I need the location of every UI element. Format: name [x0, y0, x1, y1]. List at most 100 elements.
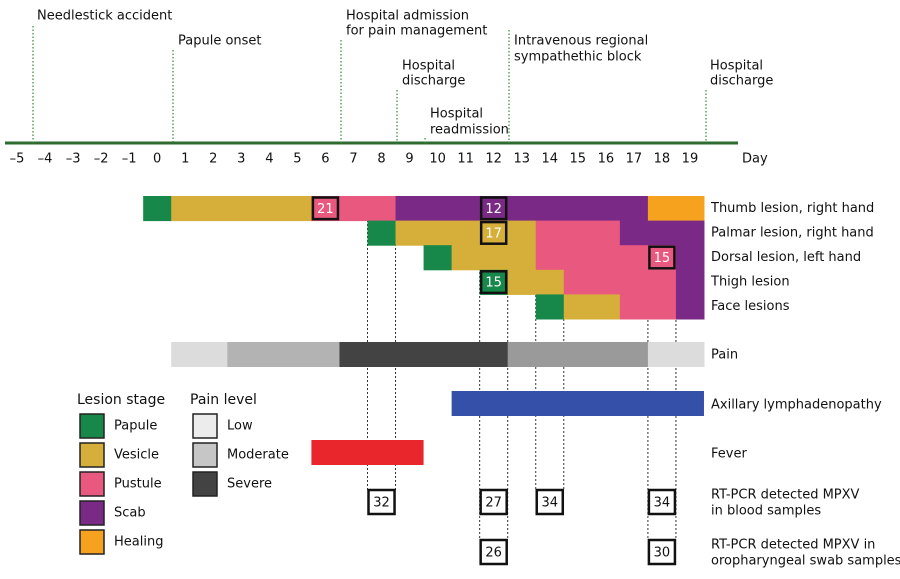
pcr-value: 30	[654, 546, 671, 561]
pain-segment	[507, 342, 649, 367]
day-tick-label: 1	[181, 152, 189, 167]
lesion-stage-cell	[423, 245, 453, 271]
pcr-label: oropharyngeal swab samples	[711, 554, 900, 569]
pcr-label: RT-PCR detected MPXV in	[711, 538, 875, 553]
count-box	[479, 220, 508, 245]
day-tick-label: 16	[598, 152, 615, 167]
lesion-legend-swatch	[79, 413, 105, 439]
day-tick-label: 0	[153, 152, 161, 167]
lesion-legend-swatch	[79, 500, 105, 526]
pcr-box	[647, 538, 677, 566]
count-value: 17	[485, 226, 502, 241]
pain-legend-item: Low	[227, 419, 253, 434]
day-tick-label: 17	[626, 152, 643, 167]
lesion-row-label: Face lesions	[711, 299, 790, 314]
pcr-box	[647, 488, 677, 516]
lesion-stage-cell	[311, 196, 397, 222]
lesion-legend-item: Pustule	[114, 477, 162, 492]
lesion-legend-item: Vesicle	[114, 448, 159, 463]
event-label: Needlestick accident	[37, 9, 172, 24]
pcr-value: 34	[654, 496, 671, 511]
pcr-box	[479, 488, 508, 516]
lesion-stage-cell	[171, 196, 312, 222]
pcr-box	[535, 488, 565, 516]
day-tick-label: 13	[513, 152, 530, 167]
pain-legend-item: Moderate	[227, 448, 289, 463]
pain-segment	[647, 342, 705, 367]
lesion-legend-item: Papule	[114, 419, 157, 434]
lesion-stage-cell	[675, 245, 705, 271]
count-value: 15	[654, 251, 671, 266]
day-tick-label: 6	[321, 152, 329, 167]
lesion-stage-cell	[619, 220, 705, 246]
pcr-value: 32	[373, 496, 390, 511]
count-box	[648, 245, 676, 270]
day-tick-label: 4	[265, 152, 273, 167]
lesion-stage-cell	[507, 269, 565, 295]
count-box	[479, 270, 508, 295]
lesion-row-label: Dorsal lesion, left hand	[711, 250, 861, 265]
day-tick-label: 5	[293, 152, 301, 167]
pcr-value: 27	[485, 496, 502, 511]
pain-legend-swatch	[192, 442, 218, 468]
day-tick-label: 7	[349, 152, 357, 167]
day-tick-label: 14	[541, 152, 558, 167]
lesion-stage-cell	[395, 196, 649, 222]
event-label: Hospital admission	[346, 9, 469, 24]
day-tick-label: –1	[122, 152, 137, 167]
lesion-stage-cell	[535, 245, 677, 271]
lesion-row-label: Thigh lesion	[710, 275, 790, 290]
lymphadenopathy-label: Axillary lymphadenopathy	[711, 398, 882, 413]
day-tick-label: –3	[66, 152, 81, 167]
count-box	[479, 196, 508, 221]
event-label: Hospital	[710, 59, 763, 74]
event-label: discharge	[710, 74, 773, 89]
event-label: Hospital	[430, 107, 483, 122]
count-box	[311, 196, 340, 221]
count-value: 12	[485, 202, 502, 217]
pain-legend-swatch	[192, 413, 218, 439]
day-tick-label: –4	[38, 152, 53, 167]
lesion-stage-cell	[675, 294, 705, 320]
day-tick-label: 15	[570, 152, 587, 167]
pcr-label: RT-PCR detected MPXV	[711, 488, 860, 503]
lesion-stage-cell	[395, 220, 537, 246]
lesion-row-label: Thumb lesion, right hand	[710, 201, 874, 216]
pain-legend-title: Pain level	[190, 392, 257, 408]
day-tick-label: 12	[485, 152, 502, 167]
pcr-box	[367, 488, 396, 516]
fever-bar	[311, 440, 424, 465]
day-tick-label: 8	[377, 152, 385, 167]
pcr-box	[479, 538, 508, 566]
lesion-legend-swatch	[79, 442, 105, 468]
lesion-stage-cell	[647, 196, 705, 222]
lesion-legend-item: Scab	[114, 506, 146, 521]
pain-label: Pain	[711, 348, 738, 363]
event-label: Intravenous regional	[514, 34, 648, 49]
pain-segment	[227, 342, 340, 367]
lesion-stage-cell	[479, 269, 509, 295]
lesion-row-label: Palmar lesion, right hand	[711, 225, 874, 240]
event-label: for pain management	[346, 24, 487, 39]
lesion-legend-swatch	[79, 471, 105, 497]
lesion-stage-cell	[535, 220, 621, 246]
lesion-stage-cell	[563, 269, 677, 295]
pain-segment	[339, 342, 509, 367]
day-tick-label: –2	[94, 152, 109, 167]
pain-legend-item: Severe	[227, 477, 272, 492]
lesion-stage-cell	[563, 294, 621, 320]
pcr-label: in blood samples	[711, 504, 821, 519]
lesion-stage-cell	[451, 245, 537, 271]
event-label: readmission	[430, 123, 509, 138]
day-tick-label: 9	[405, 152, 413, 167]
pcr-value: 34	[541, 496, 558, 511]
lymphadenopathy-bar	[451, 391, 704, 416]
day-tick-label: 18	[654, 152, 671, 167]
count-value: 21	[317, 202, 334, 217]
pcr-value: 26	[485, 546, 502, 561]
day-tick-label: 10	[429, 152, 446, 167]
day-tick-label: 2	[209, 152, 217, 167]
lesion-stage-cell	[367, 220, 397, 246]
